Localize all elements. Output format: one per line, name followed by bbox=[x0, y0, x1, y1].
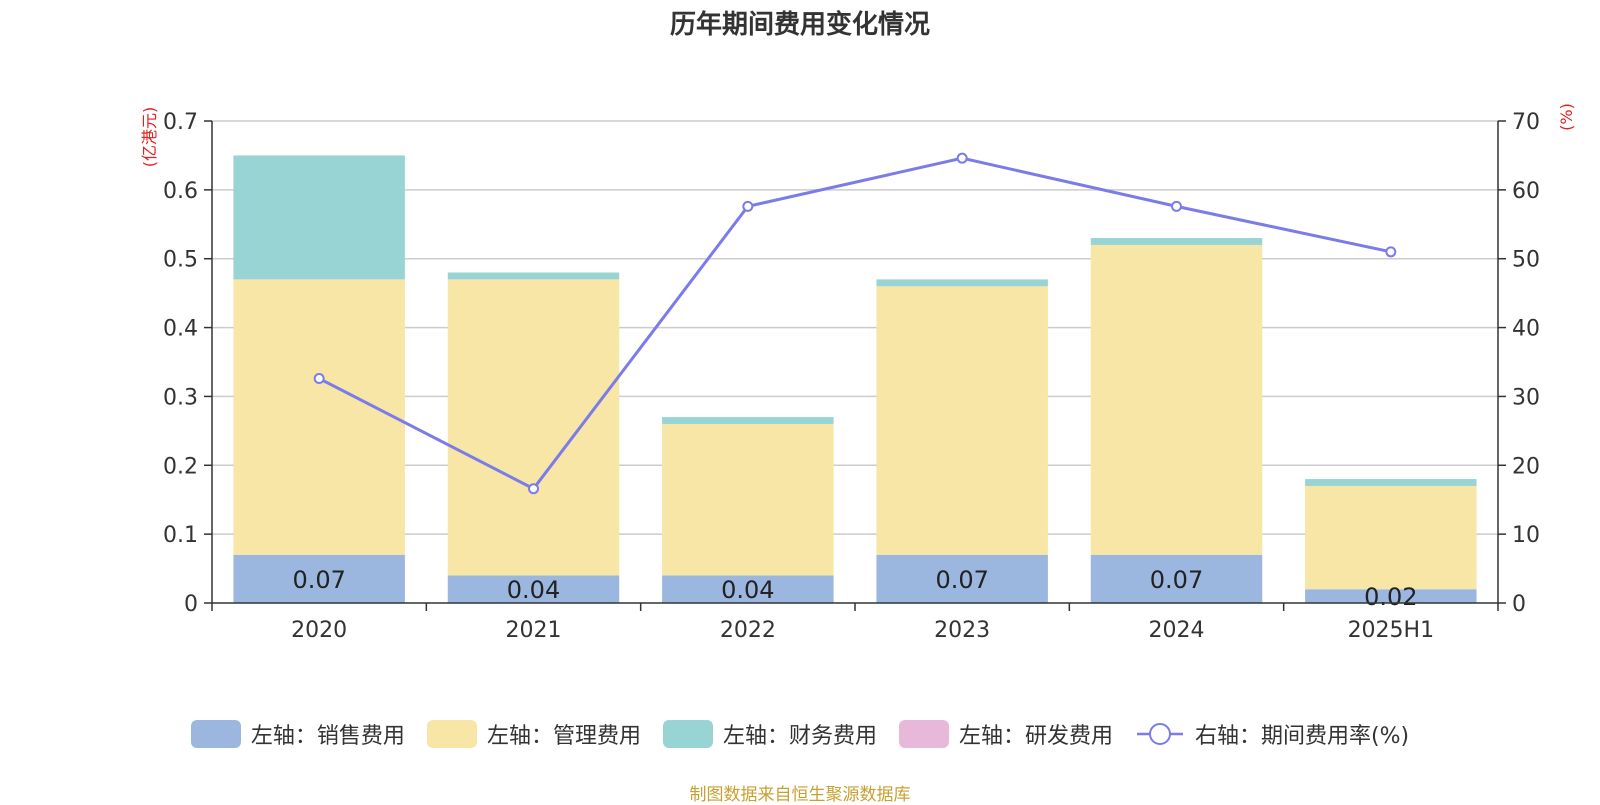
left-axis-tick-label: 0.4 bbox=[163, 317, 198, 342]
left-axis-tick-label: 0.1 bbox=[163, 523, 198, 548]
bar-segment bbox=[876, 279, 1048, 287]
legend-item[interactable]: 左轴：财务费用 bbox=[662, 718, 877, 750]
x-axis-tick-label: 2024 bbox=[1149, 618, 1205, 643]
legend-swatch bbox=[662, 720, 713, 748]
right-axis-tick-label: 60 bbox=[1512, 179, 1540, 204]
bar-segment bbox=[876, 554, 1048, 603]
bar-segment bbox=[876, 286, 1048, 555]
bar-segment bbox=[1090, 244, 1263, 555]
rate-point bbox=[956, 152, 968, 164]
rate-point bbox=[1385, 246, 1397, 258]
bar-data-label: 0.02 bbox=[1364, 583, 1417, 611]
x-axis-tick-label: 2025H1 bbox=[1348, 618, 1435, 643]
bar-segment bbox=[1090, 554, 1263, 603]
x-axis-tick-label: 2023 bbox=[934, 618, 990, 643]
x-axis-tick-label: 2020 bbox=[291, 618, 347, 643]
chart-title: 历年期间费用变化情况 bbox=[669, 10, 930, 40]
bar-segment bbox=[1090, 238, 1263, 245]
bar-segment bbox=[447, 279, 620, 576]
left-axis-tick-label: 0.5 bbox=[163, 248, 198, 273]
legend-label: 左轴：销售费用 bbox=[250, 724, 405, 749]
bar-data-label: 0.04 bbox=[721, 576, 774, 604]
legend-item[interactable]: 左轴：研发费用 bbox=[898, 718, 1113, 750]
legend-label: 右轴：期间费用率(%) bbox=[1194, 724, 1410, 749]
right-axis-unit: (%) bbox=[1557, 103, 1576, 131]
left-axis-tick-label: 0 bbox=[184, 592, 198, 617]
bar-segment bbox=[1305, 485, 1477, 590]
bar-segment bbox=[662, 417, 834, 424]
right-axis-tick-label: 40 bbox=[1512, 317, 1540, 342]
left-axis-tick-label: 0.6 bbox=[163, 179, 198, 204]
bar-data-label: 0.07 bbox=[1150, 566, 1203, 594]
x-axis-tick-label: 2021 bbox=[506, 618, 562, 643]
left-axis-unit: (亿港元) bbox=[140, 107, 159, 168]
legend-item[interactable]: 左轴：管理费用 bbox=[426, 718, 641, 750]
bar-segment bbox=[1305, 479, 1477, 486]
bar-segment bbox=[662, 575, 834, 603]
legend-item[interactable]: 右轴：期间费用率(%) bbox=[1135, 718, 1409, 750]
bar-segment bbox=[1305, 589, 1477, 603]
right-axis-tick-label: 0 bbox=[1512, 592, 1526, 617]
right-axis-tick-label: 10 bbox=[1512, 523, 1540, 548]
bar-data-label: 0.07 bbox=[292, 566, 345, 594]
right-axis-tick-label: 20 bbox=[1512, 454, 1540, 479]
legend-swatch bbox=[426, 720, 477, 748]
left-axis-tick-label: 0.7 bbox=[163, 110, 198, 135]
bar-segment bbox=[662, 423, 834, 576]
bar-segment bbox=[233, 554, 405, 603]
source-note: 制图数据来自恒生聚源数据库 bbox=[689, 785, 911, 805]
rate-point bbox=[1171, 200, 1182, 212]
rate-point bbox=[528, 483, 539, 495]
bar-segment bbox=[447, 272, 620, 280]
rate-point bbox=[313, 373, 325, 385]
bar-segment bbox=[447, 575, 620, 603]
legend-swatch bbox=[190, 720, 241, 748]
right-axis-tick-label: 50 bbox=[1512, 248, 1540, 273]
left-axis-tick-label: 0.3 bbox=[163, 385, 198, 410]
bar-segment bbox=[233, 155, 405, 280]
legend-swatch bbox=[898, 720, 949, 748]
legend-label: 左轴：管理费用 bbox=[486, 724, 641, 749]
right-axis-tick-label: 70 bbox=[1512, 110, 1540, 135]
legend: 左轴：销售费用 左轴：管理费用 左轴：财务费用 左轴：研发费用 右轴：期间费用率(%) bbox=[0, 718, 1600, 750]
legend-item[interactable]: 左轴：销售费用 bbox=[190, 718, 405, 750]
bar-segment bbox=[233, 279, 405, 555]
legend-label: 左轴：财务费用 bbox=[722, 724, 877, 749]
rate-line bbox=[318, 156, 1392, 491]
right-axis-tick-label: 30 bbox=[1512, 385, 1540, 410]
left-axis-tick-label: 0.2 bbox=[163, 454, 198, 479]
rate-point bbox=[742, 200, 754, 212]
legend-line-marker bbox=[1136, 723, 1183, 745]
bar-data-label: 0.04 bbox=[507, 576, 560, 604]
x-axis-tick-label: 2022 bbox=[720, 618, 776, 643]
bar-data-label: 0.07 bbox=[935, 566, 988, 594]
legend-label: 左轴：研发费用 bbox=[958, 724, 1113, 749]
